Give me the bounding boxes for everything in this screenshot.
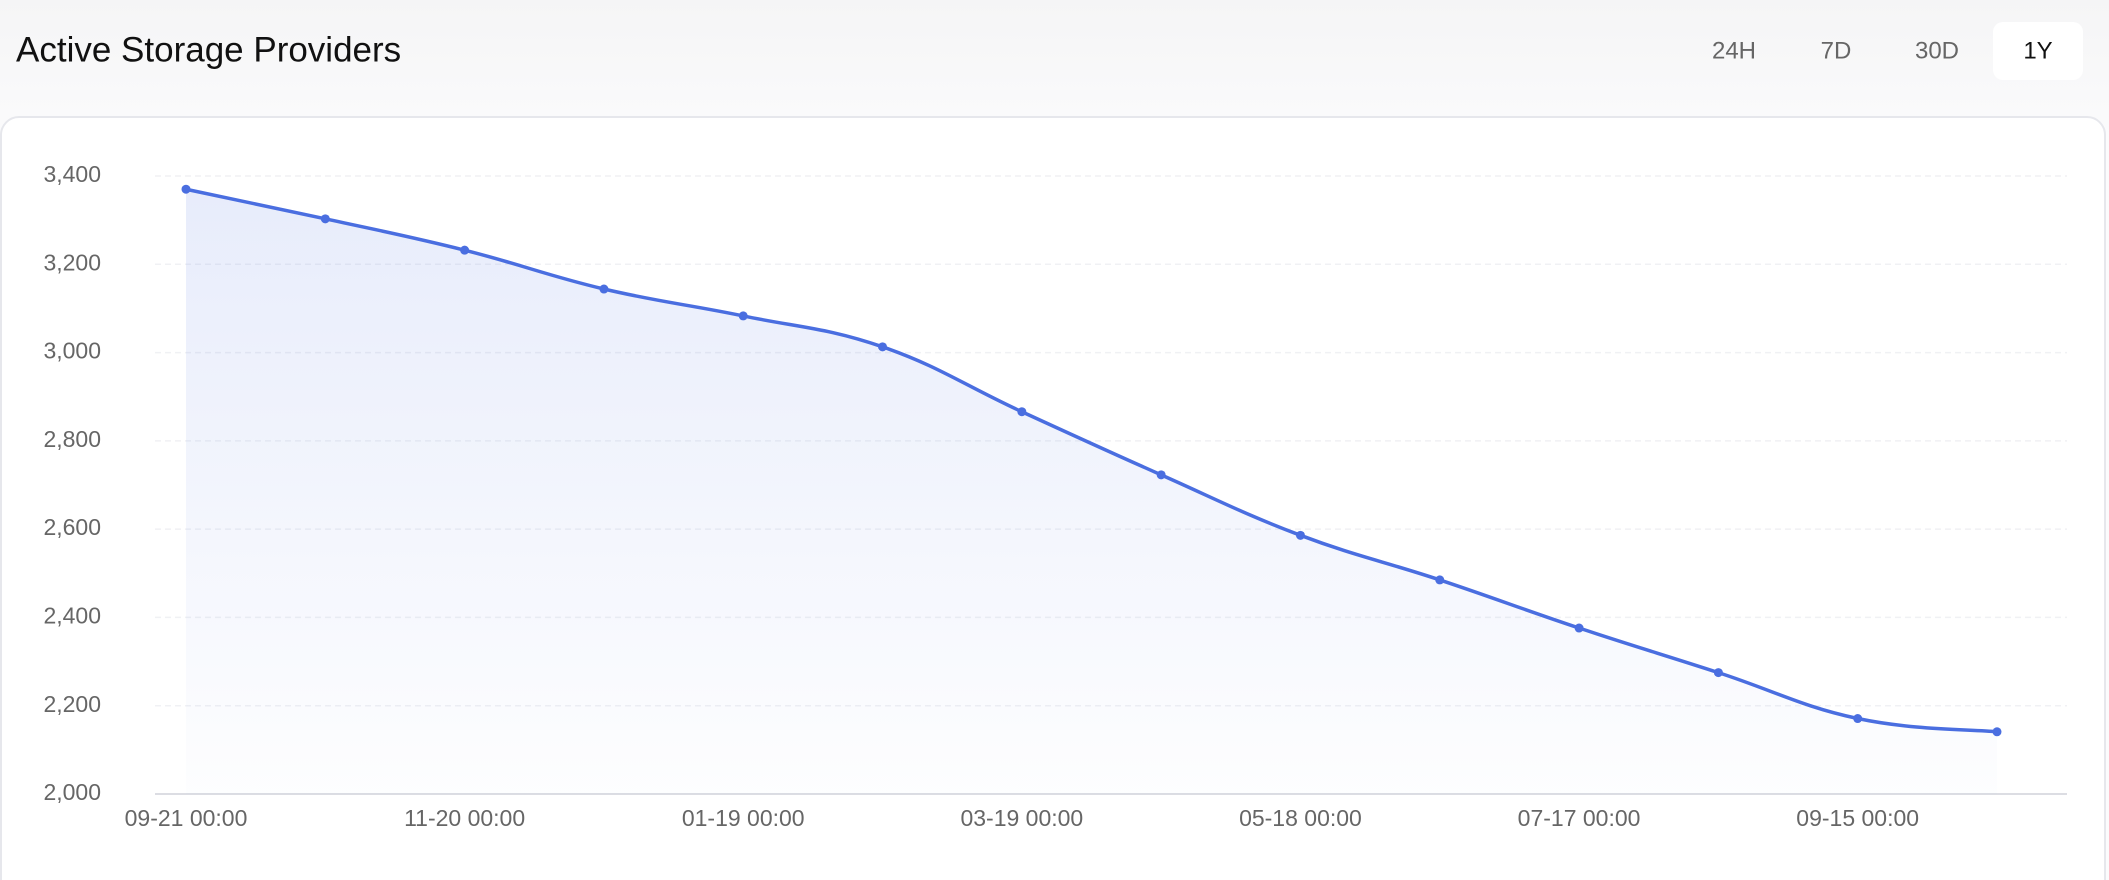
point [1574,623,1584,633]
y-tick-label: 2,600 [43,514,101,540]
y-tick-label: 2,800 [43,426,101,452]
y-tick-label: 3,000 [43,338,101,364]
y-tick-label: 2,000 [43,779,101,805]
point [460,245,470,255]
x-tick-label: 05-18 00:00 [1239,805,1362,831]
point [738,311,748,321]
x-tick-label: 07-17 00:00 [1518,805,1641,831]
range-button[interactable]: 30D [1915,37,1959,64]
range-button[interactable]: 1Y [2023,37,2052,64]
range-button[interactable]: 24H [1712,37,1756,64]
point [1295,530,1305,540]
point [181,184,191,194]
x-tick-label: 01-19 00:00 [682,805,805,831]
line [185,187,1998,734]
point [1853,714,1863,724]
y-tick-label: 2,400 [43,603,101,629]
point [1435,575,1445,585]
point [1017,407,1027,417]
x-tick-label: 09-15 00:00 [1796,805,1919,831]
chart-title: Active Storage Providers [16,30,401,69]
x-tick-label: 03-19 00:00 [960,805,1083,831]
point [320,214,330,224]
point [1992,727,2002,737]
x-tick-label: 09-21 00:00 [125,805,248,831]
y-tick-label: 3,200 [43,249,101,275]
range-button-active[interactable] [1993,22,2083,80]
y-tick-label: 2,200 [43,691,101,717]
area [186,189,1997,794]
point [878,342,888,352]
point [1713,668,1723,678]
range-button[interactable]: 7D [1821,37,1852,64]
point [1156,470,1166,480]
point [599,284,609,294]
y-tick-label: 3,400 [43,161,101,187]
x-tick-label: 11-20 00:00 [404,805,525,831]
